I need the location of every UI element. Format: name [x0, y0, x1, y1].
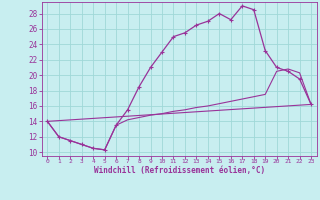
- X-axis label: Windchill (Refroidissement éolien,°C): Windchill (Refroidissement éolien,°C): [94, 166, 265, 175]
